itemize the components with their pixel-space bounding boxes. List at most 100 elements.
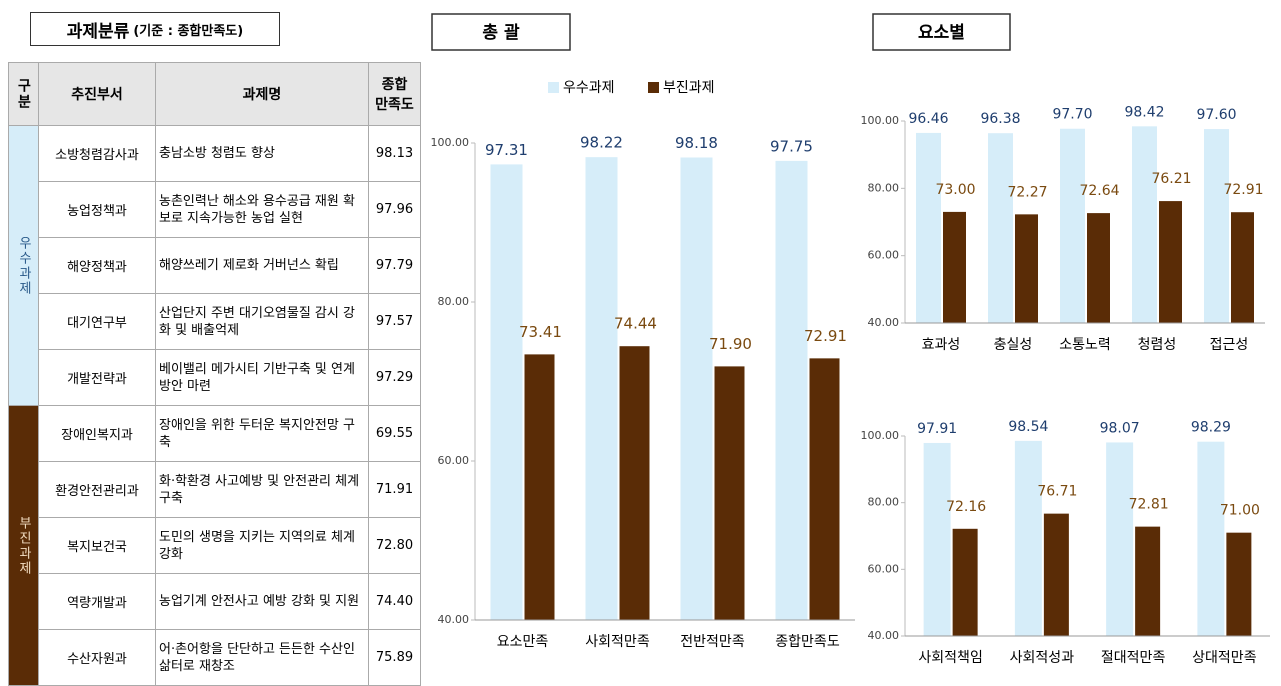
value-label: 73.41 xyxy=(519,323,562,341)
value-label: 72.91 xyxy=(1223,182,1263,198)
dept-cell: 역량개발과 xyxy=(38,573,156,630)
x-tick-label: 충실성 xyxy=(994,337,1033,353)
score-cell: 74.40 xyxy=(368,573,421,630)
task-cell: 농촌인력난 해소와 용수공급 재원 확보로 지속가능한 농업 실현 xyxy=(155,181,369,238)
x-tick-label: 효과성 xyxy=(922,337,961,353)
bar xyxy=(1226,532,1252,636)
dept-cell: 소방청렴감사과 xyxy=(38,125,156,182)
dept-cell: 수산자원과 xyxy=(38,629,156,686)
score-cell: 98.13 xyxy=(368,125,421,182)
bar xyxy=(809,358,840,620)
y-tick-label: 60.00 xyxy=(438,454,470,467)
value-label: 96.46 xyxy=(908,111,948,127)
bar xyxy=(923,442,951,636)
legend-label: 우수과제 xyxy=(563,80,615,96)
group-cell: 부진과제 xyxy=(8,405,39,686)
value-label: 98.54 xyxy=(1008,419,1048,435)
y-tick-label: 80.00 xyxy=(868,496,900,509)
table-row: 수산자원과 어·촌어항을 단단하고 든든한 수산인 삶터로 재창조 75.89 xyxy=(9,629,421,686)
score-cell: 69.55 xyxy=(368,405,421,462)
x-tick-label: 청렴성 xyxy=(1138,337,1177,353)
x-tick-label: 상대적만족 xyxy=(1192,650,1257,666)
group-cell: 우수과제 xyxy=(8,125,39,406)
task-cell: 도민의 생명을 지키는 지역의료 체계 강화 xyxy=(155,517,369,574)
score-cell: 97.57 xyxy=(368,293,421,350)
task-cell: 어·촌어항을 단단하고 든든한 수산인 삶터로 재창조 xyxy=(155,629,369,686)
chart-title: 요소별 xyxy=(918,23,965,43)
score-cell: 75.89 xyxy=(368,629,421,686)
bar xyxy=(1204,129,1229,323)
dept-cell: 농업정책과 xyxy=(38,181,156,238)
bar xyxy=(490,164,523,620)
bar xyxy=(943,211,966,323)
x-tick-label: 사회적책임 xyxy=(918,650,982,666)
score-cell: 71.91 xyxy=(368,461,421,518)
bar xyxy=(1197,441,1225,636)
value-label: 98.42 xyxy=(1124,104,1164,120)
bar xyxy=(1060,128,1085,323)
value-label: 96.38 xyxy=(980,111,1020,127)
bar xyxy=(1132,126,1157,323)
x-tick-label: 절대적만족 xyxy=(1101,650,1166,666)
x-tick-label: 사회적성과 xyxy=(1010,650,1075,666)
legend-swatch xyxy=(648,82,659,93)
task-cell: 베이밸리 메가시티 기반구축 및 연계방안 마련 xyxy=(155,349,369,406)
heading-box: 과제분류 (기준 : 종합만족도) xyxy=(30,12,280,46)
value-label: 76.21 xyxy=(1151,171,1191,187)
task-table: 구분 추진부서 과제명 종합 만족도 우수과제 소방청렴감사과 충남소방 청렴도 향상 98… xyxy=(8,62,421,686)
table-row: 복지보건국 도민의 생명을 지키는 지역의료 체계 강화 72.80 xyxy=(9,517,421,574)
task-cell: 충남소방 청렴도 향상 xyxy=(155,125,369,182)
y-tick-label: 100.00 xyxy=(861,114,900,127)
bar xyxy=(1015,214,1038,323)
value-label: 98.22 xyxy=(580,134,623,152)
y-tick-label: 100.00 xyxy=(861,429,900,442)
title-box xyxy=(872,13,1011,51)
title-box xyxy=(431,13,571,51)
bar xyxy=(1087,213,1110,323)
x-tick-label: 종합만족도 xyxy=(775,634,840,650)
y-tick-label: 100.00 xyxy=(431,136,470,149)
value-label: 98.07 xyxy=(1100,420,1140,436)
bar xyxy=(1043,513,1069,636)
bar xyxy=(680,157,713,620)
table-row: 해양정책과 해양쓰레기 제로화 거버넌스 확립 97.79 xyxy=(9,237,421,294)
value-label: 97.91 xyxy=(917,421,957,437)
table-row: 역량개발과 농업기계 안전사고 예방 강화 및 지원 74.40 xyxy=(9,573,421,630)
value-label: 98.18 xyxy=(675,134,718,152)
bar xyxy=(585,157,618,620)
table-row: 농업정책과 농촌인력난 해소와 용수공급 재원 확보로 지속가능한 농업 실현 97… xyxy=(9,181,421,238)
value-label: 73.00 xyxy=(935,182,975,198)
chart-title: 총 괄 xyxy=(482,22,520,43)
score-cell: 97.29 xyxy=(368,349,421,406)
x-tick-label: 사회적만족 xyxy=(585,634,650,650)
value-label: 72.81 xyxy=(1129,497,1169,513)
dept-cell: 대기연구부 xyxy=(38,293,156,350)
bar xyxy=(1014,440,1042,636)
y-tick-label: 60.00 xyxy=(868,562,900,575)
x-tick-label: 접근성 xyxy=(1210,337,1249,353)
x-tick-label: 요소만족 xyxy=(497,634,549,650)
value-label: 74.44 xyxy=(614,315,657,333)
header-cell: 구분 xyxy=(8,62,39,126)
value-label: 72.91 xyxy=(804,327,847,345)
value-label: 98.29 xyxy=(1191,420,1231,436)
bar xyxy=(714,366,745,620)
dept-cell: 복지보건국 xyxy=(38,517,156,574)
value-label: 72.27 xyxy=(1007,184,1047,200)
task-cell: 농업기계 안전사고 예방 강화 및 지원 xyxy=(155,573,369,630)
task-cell: 화·학환경 사고예방 및 안전관리 체계 구축 xyxy=(155,461,369,518)
x-tick-label: 전반적만족 xyxy=(680,634,745,650)
bar xyxy=(1135,526,1161,636)
score-cell: 97.96 xyxy=(368,181,421,238)
header-row: 구분 추진부서 과제명 종합 만족도 xyxy=(8,62,421,126)
score-cell: 97.79 xyxy=(368,237,421,294)
x-tick-label: 소통노력 xyxy=(1059,337,1111,353)
header-cell: 종합 만족도 xyxy=(368,62,421,126)
header-cell: 추진부서 xyxy=(38,62,156,126)
task-cell: 해양쓰레기 제로화 거버넌스 확립 xyxy=(155,237,369,294)
table-row: 환경안전관리과 화·학환경 사고예방 및 안전관리 체계 구축 71.91 xyxy=(9,461,421,518)
table-row: 개발전략과 베이밸리 메가시티 기반구축 및 연계방안 마련 97.29 xyxy=(9,349,421,406)
table-row: 대기연구부 산업단지 주변 대기오염물질 감시 강화 및 배출억제 97.57 xyxy=(9,293,421,350)
value-label: 72.64 xyxy=(1079,183,1119,199)
